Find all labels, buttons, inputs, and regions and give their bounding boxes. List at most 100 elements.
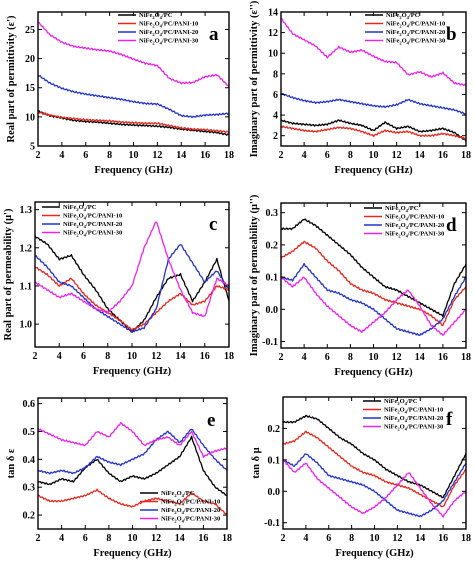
x-tick-label: 12 <box>152 150 162 161</box>
legend-entry-3: NiFe2O4/PC/PANI-20 <box>63 221 122 229</box>
x-tick-label: 4 <box>59 150 64 161</box>
x-tick-label: 16 <box>438 352 448 363</box>
y-tick-label: 0.5 <box>23 427 36 438</box>
x-tick-label: 2 <box>281 533 286 544</box>
series-line-3 <box>281 262 466 337</box>
series-line-3 <box>35 244 229 333</box>
series-group <box>281 218 466 337</box>
series-group <box>283 414 466 518</box>
y-tick-label: 20 <box>25 54 35 65</box>
panel-label: c <box>209 214 217 235</box>
y-tick-label: 1.3 <box>20 205 33 216</box>
x-axis-title: Frequency (GHz) <box>335 548 414 559</box>
y-tick-label: 10 <box>25 112 35 123</box>
y-axis-title: tan δ ε <box>6 448 17 478</box>
x-tick-label: 16 <box>200 351 210 362</box>
x-tick-label: 12 <box>392 533 402 544</box>
x-tick-label: 4 <box>59 533 64 544</box>
x-tick-label: 18 <box>224 351 234 362</box>
series-line-4 <box>281 276 466 336</box>
x-tick-label: 4 <box>302 150 307 161</box>
x-tick-label: 2 <box>36 533 41 544</box>
y-tick-label: 0.6 <box>23 399 36 410</box>
x-tick-label: 18 <box>222 533 232 544</box>
panel-label: b <box>446 24 457 45</box>
chart-panel-c: 2 4 6 8 10 12 14 16 18 1.0 1.1 1.2 1.3 Frequency (GHz… <box>3 201 234 377</box>
y-tick-label: -0.1 <box>262 337 278 348</box>
series-line-1 <box>283 414 466 499</box>
x-tick-label: 12 <box>151 351 161 362</box>
legend-entry-2: NiFe2O4/PC/PANI-10 <box>161 499 220 507</box>
y-tick-label: 0.2 <box>268 424 281 435</box>
x-tick-label: 10 <box>370 533 380 544</box>
x-tick-label: 8 <box>106 533 111 544</box>
legend-entry-2: NiFe2O4/PC/PANI-10 <box>63 213 122 221</box>
x-tick-label: 10 <box>369 352 379 363</box>
legend: NiFe2O4/PCNiFe2O4/PC/PANI-10NiFe2O4/PC/P… <box>118 12 198 45</box>
y-axis-title: Imaginary part of permeability (μ'') <box>249 194 260 356</box>
x-tick-label: 16 <box>438 533 448 544</box>
x-tick-label: 14 <box>176 150 186 161</box>
chart-panel-a: 2 4 6 8 10 12 14 16 18 5 10 15 20 25 Frequency (GHz) Re… <box>6 11 234 176</box>
y-tick-label: 0.2 <box>23 511 36 522</box>
y-tick-label: 5 <box>30 142 35 153</box>
x-axis-title: Frequency (GHz) <box>334 367 413 378</box>
x-tick-label: 6 <box>83 533 88 544</box>
series-line-2 <box>283 430 466 508</box>
y-tick-label: 10 <box>268 49 278 60</box>
legend-entry-4: NiFe2O4/PC/PANI-30 <box>161 516 220 524</box>
series-group <box>35 221 229 333</box>
legend-entry-1: NiFe2O4/PC <box>385 205 419 213</box>
series-line-2 <box>35 266 229 332</box>
chart-panel-d: 2 4 6 8 10 12 14 16 18 -0.1 0.0 0.1 0.2 0.3 Frequency … <box>249 194 471 378</box>
x-tick-label: 2 <box>279 352 284 363</box>
series-line-1 <box>38 435 227 497</box>
x-axis-title: Frequency (GHz) <box>93 366 172 377</box>
y-tick-label: 0.0 <box>266 305 279 316</box>
chart-panel-e: 2 4 6 8 10 12 14 16 18 0.2 0.3 0.4 0.5 0.6 Frequency (… <box>6 397 232 559</box>
x-tick-label: 6 <box>325 150 330 161</box>
x-tick-label: 14 <box>175 533 185 544</box>
x-tick-label: 8 <box>105 351 110 362</box>
y-tick-label: 0.4 <box>23 455 36 466</box>
legend-entry-2: NiFe2O4/PC/PANI-10 <box>386 21 445 29</box>
y-tick-label: 1.2 <box>20 243 33 254</box>
x-tick-label: 12 <box>392 352 402 363</box>
series-line-4 <box>38 422 227 458</box>
series-group <box>38 21 229 136</box>
x-tick-label: 16 <box>438 150 448 161</box>
x-axis-title: Frequency (GHz) <box>93 548 172 559</box>
legend-entry-1: NiFe2O4/PC <box>386 12 420 20</box>
legend-entry-1: NiFe2O4/PC <box>384 398 418 406</box>
series-line-3 <box>38 428 227 475</box>
x-tick-label: 14 <box>415 352 425 363</box>
x-tick-label: 10 <box>127 351 137 362</box>
legend-entry-3: NiFe2O4/PC/PANI-20 <box>161 507 220 515</box>
y-tick-label: 12 <box>268 28 278 39</box>
legend-entry-4: NiFe2O4/PC/PANI-30 <box>384 424 443 432</box>
x-tick-label: 14 <box>176 351 186 362</box>
x-tick-label: 14 <box>415 533 425 544</box>
y-tick-label: 25 <box>25 25 35 36</box>
y-tick-label: 14 <box>268 8 278 19</box>
legend: NiFe2O4/PCNiFe2O4/PC/PANI-10NiFe2O4/PC/P… <box>363 398 443 431</box>
series-line-4 <box>38 21 229 88</box>
series-line-3 <box>281 92 466 115</box>
x-tick-label: 6 <box>325 352 330 363</box>
series-line-4 <box>283 459 466 518</box>
x-tick-label: 2 <box>33 351 38 362</box>
y-tick-label: 0.1 <box>266 273 279 284</box>
x-tick-label: 10 <box>369 150 379 161</box>
y-tick-label: 0.1 <box>268 455 281 466</box>
legend: NiFe2O4/PCNiFe2O4/PC/PANI-10NiFe2O4/PC/P… <box>365 12 445 45</box>
x-tick-label: 10 <box>128 533 138 544</box>
y-tick-label: 0.0 <box>268 487 281 498</box>
chart-panel-f: 2 4 6 8 10 12 14 16 18 -0.1 0.0 0.1 0.2 Frequency (GH… <box>251 396 471 559</box>
x-tick-label: 18 <box>461 352 471 363</box>
panel-label: d <box>446 215 457 236</box>
y-axis-title: Real part of permittivity (ε') <box>6 15 17 142</box>
legend-entry-3: NiFe2O4/PC/PANI-20 <box>385 222 444 230</box>
series-line-3 <box>38 74 229 119</box>
